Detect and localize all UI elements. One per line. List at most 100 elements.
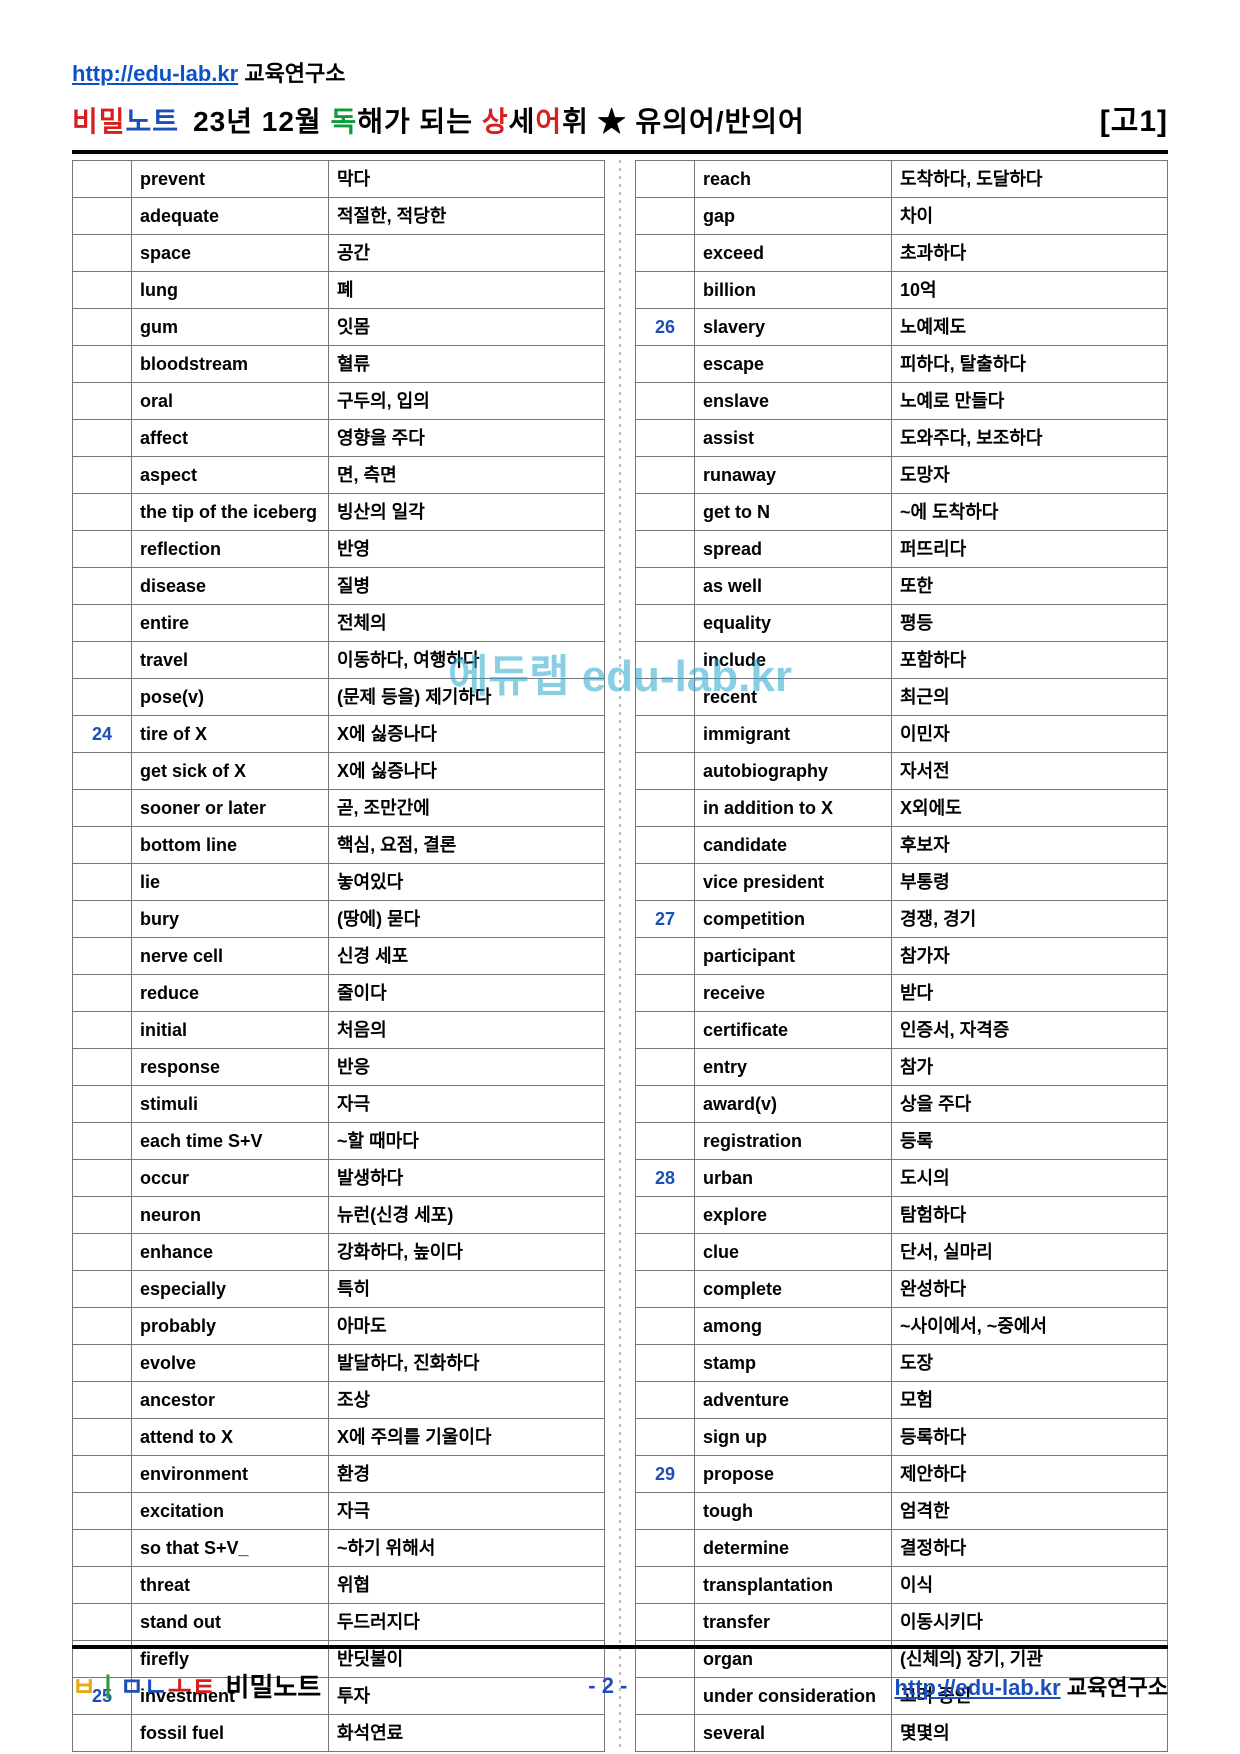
word-korean: X에 싫증나다	[329, 716, 605, 753]
left-column: prevent막다adequate적절한, 적당한space공간lung폐gum…	[72, 160, 605, 1752]
word-english: lie	[132, 864, 329, 901]
logo-char: 비	[72, 100, 99, 140]
table-row: response반응	[73, 1049, 605, 1086]
word-korean: 도와주다, 보조하다	[892, 420, 1168, 457]
table-row: stimuli자극	[73, 1086, 605, 1123]
word-english: lung	[132, 272, 329, 309]
word-english: equality	[695, 605, 892, 642]
word-english: sign up	[695, 1419, 892, 1456]
word-english: probably	[132, 1308, 329, 1345]
word-english: award(v)	[695, 1086, 892, 1123]
row-number: 28	[636, 1160, 695, 1197]
table-row: spread퍼뜨리다	[636, 531, 1168, 568]
word-english: occur	[132, 1160, 329, 1197]
word-english: stand out	[132, 1604, 329, 1641]
word-english: excitation	[132, 1493, 329, 1530]
word-english: propose	[695, 1456, 892, 1493]
row-number	[73, 383, 132, 420]
word-korean: 탐험하다	[892, 1197, 1168, 1234]
word-korean: 반영	[329, 531, 605, 568]
word-english: travel	[132, 642, 329, 679]
word-english: bottom line	[132, 827, 329, 864]
table-row: entire전체의	[73, 605, 605, 642]
footer-row: ㅂㅣㅁㄴㅗㅌ비밀노트 - 2 - http://edu-lab.kr 교육연구소	[72, 1667, 1168, 1704]
footer-lab-text: 교육연구소	[1061, 1675, 1168, 1700]
table-row: escape피하다, 탈출하다	[636, 346, 1168, 383]
row-number	[73, 1419, 132, 1456]
word-korean: 두드러지다	[329, 1604, 605, 1641]
word-english: explore	[695, 1197, 892, 1234]
table-row: reduce줄이다	[73, 975, 605, 1012]
word-korean: 신경 세포	[329, 938, 605, 975]
row-number	[636, 1530, 695, 1567]
footer-page-number: - 2 -	[588, 1673, 627, 1699]
header-url-link[interactable]: http://edu-lab.kr	[72, 61, 238, 86]
row-number	[636, 827, 695, 864]
table-row: assist도와주다, 보조하다	[636, 420, 1168, 457]
table-row: registration등록	[636, 1123, 1168, 1160]
word-korean: 모험	[892, 1382, 1168, 1419]
row-number	[636, 235, 695, 272]
table-row: gum잇몸	[73, 309, 605, 346]
title-text: 23년 12월 독해가 되는 상세어휘 ★ 유의어/반의어	[193, 100, 805, 140]
table-row: bloodstream혈류	[73, 346, 605, 383]
table-row: determine결정하다	[636, 1530, 1168, 1567]
row-number	[636, 1086, 695, 1123]
word-korean: 도착하다, 도달하다	[892, 161, 1168, 198]
word-korean: 핵심, 요점, 결론	[329, 827, 605, 864]
row-number	[73, 1197, 132, 1234]
table-row: probably아마도	[73, 1308, 605, 1345]
word-korean: (문제 등을) 제기하다	[329, 679, 605, 716]
table-row: get to N~에 도착하다	[636, 494, 1168, 531]
row-number: 27	[636, 901, 695, 938]
word-korean: 참가자	[892, 938, 1168, 975]
vocab-table-right: reach도착하다, 도달하다gap차이exceed초과하다billion10억…	[635, 160, 1168, 1752]
row-number	[73, 272, 132, 309]
row-number: 26	[636, 309, 695, 346]
row-number	[636, 1567, 695, 1604]
table-row: clue단서, 실마리	[636, 1234, 1168, 1271]
word-english: candidate	[695, 827, 892, 864]
row-number	[636, 1271, 695, 1308]
row-number	[636, 1123, 695, 1160]
table-row: fossil fuel화석연료	[73, 1715, 605, 1752]
table-row: ancestor조상	[73, 1382, 605, 1419]
footer-rule	[72, 1645, 1168, 1649]
row-number	[636, 1308, 695, 1345]
row-number	[73, 1382, 132, 1419]
table-row: nerve cell신경 세포	[73, 938, 605, 975]
row-number	[636, 975, 695, 1012]
table-row: attend to XX에 주의를 기울이다	[73, 1419, 605, 1456]
table-row: so that S+V_~하기 위해서	[73, 1530, 605, 1567]
word-english: entry	[695, 1049, 892, 1086]
word-korean: 적절한, 적당한	[329, 198, 605, 235]
table-row: autobiography자서전	[636, 753, 1168, 790]
word-korean: 10억	[892, 272, 1168, 309]
grade-label: [고1]	[1100, 96, 1168, 140]
word-english: reduce	[132, 975, 329, 1012]
footer-right: http://edu-lab.kr 교육연구소	[894, 1670, 1168, 1702]
word-english: fossil fuel	[132, 1715, 329, 1752]
row-number	[73, 568, 132, 605]
word-english: competition	[695, 901, 892, 938]
table-row: lung폐	[73, 272, 605, 309]
word-english: get to N	[695, 494, 892, 531]
word-korean: 화석연료	[329, 1715, 605, 1752]
word-english: disease	[132, 568, 329, 605]
title-part: 상	[482, 106, 509, 137]
word-english: runaway	[695, 457, 892, 494]
word-korean: 혈류	[329, 346, 605, 383]
word-korean: ~사이에서, ~중에서	[892, 1308, 1168, 1345]
word-korean: 발생하다	[329, 1160, 605, 1197]
row-number	[636, 1012, 695, 1049]
footer-url-link[interactable]: http://edu-lab.kr	[894, 1675, 1060, 1700]
row-number	[73, 1604, 132, 1641]
row-number	[636, 1419, 695, 1456]
word-korean: 질병	[329, 568, 605, 605]
word-korean: 면, 측면	[329, 457, 605, 494]
word-english: slavery	[695, 309, 892, 346]
word-english: spread	[695, 531, 892, 568]
table-row: as well또한	[636, 568, 1168, 605]
word-english: adequate	[132, 198, 329, 235]
row-number	[73, 753, 132, 790]
